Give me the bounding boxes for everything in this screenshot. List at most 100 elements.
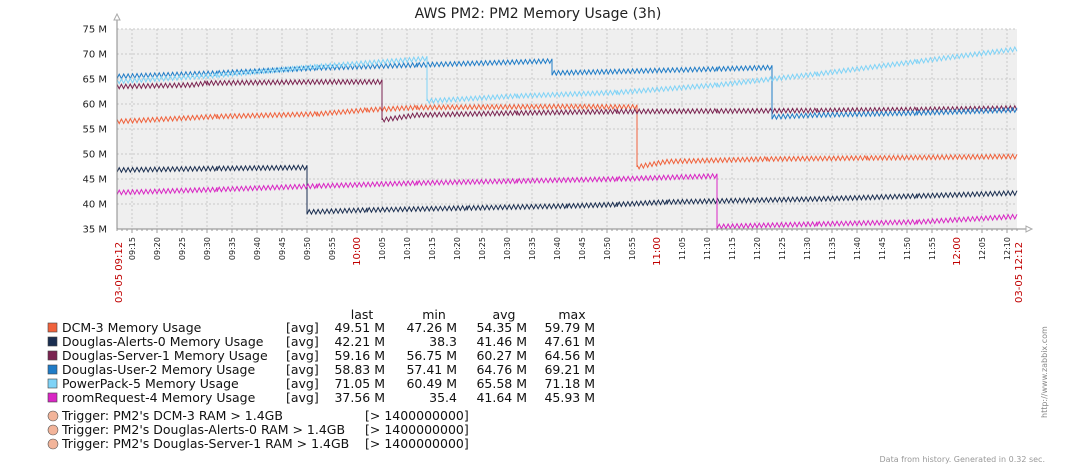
- x-tick-label: 09:20: [153, 237, 162, 260]
- legend-value-last: 71.05 M: [334, 376, 385, 391]
- y-tick-label: 65 M: [82, 75, 107, 86]
- series-line-3: [116, 57, 1018, 121]
- trigger-value: [> 1400000000]: [365, 408, 469, 423]
- x-tick-label: 09:50: [303, 237, 312, 260]
- x-tick-label: 09:55: [328, 237, 337, 260]
- x-tick-label: 11:00: [652, 237, 663, 266]
- legend-value-last: 49.51 M: [334, 320, 385, 335]
- legend-value-avg: 41.64 M: [476, 390, 527, 405]
- x-tick-label: 11:45: [878, 237, 887, 260]
- legend-swatch: [47, 350, 58, 361]
- x-start-label: 03-05 09:12: [114, 242, 125, 303]
- x-tick-label: 10:10: [403, 237, 412, 260]
- y-tick-labels: 35 M 40 M 45 M 50 M 55 M 60 M 65 M 70 M 75 M: [82, 25, 107, 236]
- trigger-name: Trigger: PM2's Douglas-Server-1 RAM > 1.…: [61, 436, 349, 451]
- series-line-0: [116, 103, 1018, 171]
- legend-header-max: max: [558, 307, 585, 322]
- x-tick-label: 10:55: [628, 237, 637, 260]
- legend-series-name: PowerPack-5 Memory Usage: [62, 376, 239, 391]
- x-end-label: 03-05 12:12: [1014, 242, 1025, 303]
- legend-series-func: [avg]: [286, 376, 319, 391]
- legend-swatch: [47, 322, 58, 333]
- x-tick-labels: 09:15 09:20 09:25 09:30 09:35 09:40 09:45 09:50…: [128, 237, 1012, 266]
- x-tick-label: 10:45: [578, 237, 587, 260]
- trigger-value: [> 1400000000]: [365, 422, 469, 437]
- series-line-1: [116, 164, 1018, 216]
- x-tick-label: 10:25: [478, 237, 487, 260]
- legend-header-last: last: [351, 307, 374, 322]
- chart-title: AWS PM2: PM2 Memory Usage (3h): [415, 6, 662, 22]
- y-tick-label: 40 M: [82, 200, 107, 211]
- x-tick-label: 11:10: [703, 237, 712, 260]
- legend-value-min: 47.26 M: [406, 320, 457, 335]
- x-axis-arrow: [1025, 225, 1034, 233]
- series-line-2: [116, 78, 1018, 124]
- y-tick-label: 75 M: [82, 25, 107, 36]
- x-tick-label: 10:30: [503, 237, 512, 260]
- trigger-name: Trigger: PM2's DCM-3 RAM > 1.4GB: [61, 408, 283, 423]
- x-tick-label: 11:50: [903, 237, 912, 260]
- legend-series-func: [avg]: [286, 320, 319, 335]
- x-tick-label: 09:35: [228, 237, 237, 260]
- legend-series-func: [avg]: [286, 334, 319, 349]
- legend-series-func: [avg]: [286, 362, 319, 377]
- legend-swatch: [47, 378, 58, 389]
- x-tick-label: 09:15: [128, 237, 137, 260]
- x-tick-label: 11:55: [928, 237, 937, 260]
- legend-value-avg: 64.76 M: [476, 362, 527, 377]
- x-tick-label: 11:15: [728, 237, 737, 260]
- legend-series-name: Douglas-User-2 Memory Usage: [62, 362, 255, 377]
- watermark: http://www.zabbix.com: [1040, 326, 1049, 418]
- legend-series-name: DCM-3 Memory Usage: [62, 320, 202, 335]
- x-tick-label: 12:05: [978, 237, 987, 260]
- trigger-legend: Trigger: PM2's DCM-3 RAM > 1.4GB [> 14000…: [47, 408, 469, 451]
- x-tick-label: 11:40: [853, 237, 862, 260]
- legend-series-name: Douglas-Alerts-0 Memory Usage: [62, 334, 264, 349]
- y-tick-label: 50 M: [82, 150, 107, 161]
- legend-value-max: 71.18 M: [544, 376, 595, 391]
- legend-value-last: 58.83 M: [334, 362, 385, 377]
- x-tick-label: 09:40: [253, 237, 262, 260]
- legend-value-last: 59.16 M: [334, 348, 385, 363]
- y-tick-label: 35 M: [82, 225, 107, 236]
- y-axis-arrow: [113, 12, 121, 21]
- trigger-marker: [47, 438, 59, 450]
- x-tick-label: 11:25: [778, 237, 787, 260]
- legend-header-min: min: [422, 307, 446, 322]
- legend-swatch: [47, 392, 58, 403]
- y-tick-label: 45 M: [82, 175, 107, 186]
- series-line-4: [116, 45, 1018, 105]
- legend-series-func: [avg]: [286, 348, 319, 363]
- legend-swatch: [47, 364, 58, 375]
- y-tick-label: 70 M: [82, 50, 107, 61]
- x-tick-label: 10:50: [603, 237, 612, 260]
- legend-value-last: 42.21 M: [334, 334, 385, 349]
- x-tick-label: 11:30: [803, 237, 812, 260]
- x-tick-label: 09:45: [278, 237, 287, 260]
- legend-value-max: 47.61 M: [544, 334, 595, 349]
- axes: [113, 12, 1034, 233]
- x-tick-label: 09:30: [203, 237, 212, 260]
- trigger-name: Trigger: PM2's Douglas-Alerts-0 RAM > 1.…: [61, 422, 345, 437]
- x-tick-label: 10:15: [428, 237, 437, 260]
- legend: last min avg max DCM-3 Memory Usage [avg] 49.5…: [47, 307, 595, 405]
- legend-series-name: Douglas-Server-1 Memory Usage: [62, 348, 268, 363]
- x-tick-label: 12:10: [1003, 237, 1012, 260]
- x-tick-label: 10:00: [352, 237, 363, 266]
- series-lines: [116, 45, 1018, 230]
- legend-value-min: 38.3: [429, 334, 457, 349]
- x-tick-label: 10:40: [553, 237, 562, 260]
- legend-value-last: 37.56 M: [334, 390, 385, 405]
- legend-value-max: 64.56 M: [544, 348, 595, 363]
- x-tick-label: 11:05: [678, 237, 687, 260]
- legend-series-name: roomRequest-4 Memory Usage: [62, 390, 256, 405]
- legend-header-avg: avg: [493, 307, 516, 322]
- legend-series-func: [avg]: [286, 390, 319, 405]
- legend-value-avg: 41.46 M: [476, 334, 527, 349]
- legend-value-min: 56.75 M: [406, 348, 457, 363]
- legend-value-avg: 65.58 M: [476, 376, 527, 391]
- x-tick-label: 11:35: [828, 237, 837, 260]
- y-tick-label: 55 M: [82, 125, 107, 136]
- x-tick-label: 12:00: [952, 237, 963, 266]
- trigger-value: [> 1400000000]: [365, 436, 469, 451]
